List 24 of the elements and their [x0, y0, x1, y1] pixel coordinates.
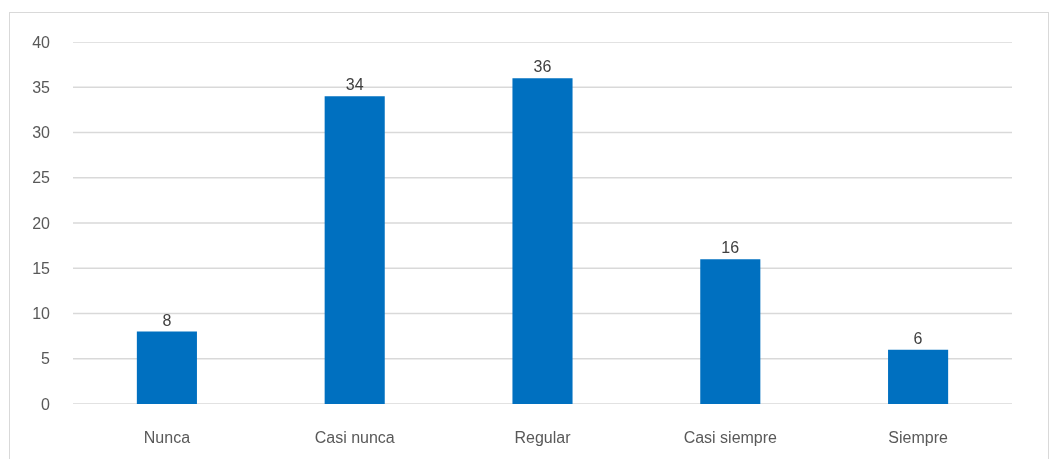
data-label: 34	[345, 76, 364, 94]
bar	[700, 259, 761, 404]
bar	[512, 78, 573, 404]
y-tick-label: 5	[41, 350, 51, 368]
data-label: 8	[162, 311, 172, 329]
data-label: 16	[721, 239, 740, 257]
x-tick-label: Nunca	[143, 429, 191, 446]
y-tick-label: 15	[32, 259, 51, 277]
y-tick-label: 30	[32, 124, 51, 142]
y-tick-label: 0	[41, 395, 51, 413]
y-tick-label: 25	[32, 169, 51, 187]
data-label: 6	[913, 329, 923, 347]
y-tick-label: 10	[32, 305, 51, 323]
bar	[888, 349, 949, 404]
y-tick-label: 35	[32, 78, 51, 96]
data-label: 36	[533, 58, 552, 76]
y-tick-label: 20	[32, 214, 51, 232]
x-tick-label: Casi nunca	[314, 429, 395, 446]
x-tick-label: Siempre	[888, 429, 948, 446]
bar	[324, 96, 385, 404]
x-tick-label: Casi siempre	[683, 429, 778, 446]
x-tick-label: Regular	[514, 429, 572, 446]
y-tick-label: 40	[32, 33, 51, 51]
bar	[136, 331, 197, 404]
